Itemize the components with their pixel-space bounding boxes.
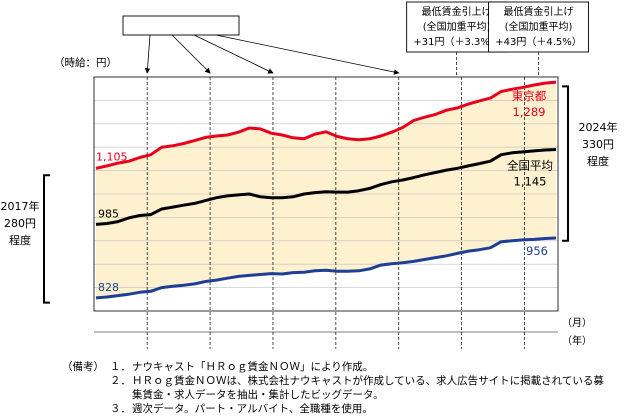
year-unit-label: （年） [562, 334, 592, 347]
left-bracket-text: 2017年 [1, 199, 40, 213]
callout-2021-line: 最低賃金引上げ [422, 5, 492, 18]
notes-label: （備考） [62, 361, 104, 373]
callout-2023-line: +43円（＋4.5%） [495, 36, 582, 48]
shaded-band [96, 82, 556, 298]
callout-2021-line: (全国加重平均) [423, 20, 491, 33]
notes-row-3: 集賃金・求人データを抽出・集計したビッグデータ。 [62, 388, 640, 402]
callout-box-min-wage [122, 15, 240, 36]
tokyo-end-name: 東京都 [512, 89, 547, 103]
note-number-4: ３． [110, 403, 131, 415]
callout-arrow [144, 34, 151, 74]
callout-2023-line: (全国加重平均) [505, 20, 573, 33]
left-bracket-text: 程度 [9, 233, 31, 247]
national-end-value: 1,145 [514, 175, 547, 189]
tokyo-start-label: 1,105 [96, 150, 128, 163]
notes: （備考） １．ナウキャスト「ＨＲｏｇ賃金ＮＯＷ」により作成。 ２．ＨＲｏｇ賃金ＮＯ… [62, 360, 640, 416]
callout-arrow [215, 34, 400, 75]
notes-row-2: ２．ＨＲｏｇ賃金ＮＯＷは、株式会社ナウキャストが作成している、求人広告サイトに掲… [62, 374, 640, 388]
national-start-label: 985 [98, 207, 119, 220]
low-end-value: 956 [526, 244, 548, 258]
series-line-2 [95, 236, 557, 300]
low-start-label: 828 [98, 281, 119, 294]
right-bracket-text: 2024年 [579, 120, 618, 134]
callout-arrow [193, 34, 274, 74]
series-line-0 [95, 80, 557, 170]
note-text-2: ＨＲｏｇ賃金ＮＯＷは、株式会社ナウキャストが作成している、求人広告サイトに掲載さ… [132, 375, 604, 387]
plot-frame [93, 76, 559, 312]
right-bracket [562, 85, 569, 242]
notes-row-1: （備考） １．ナウキャスト「ＨＲｏｇ賃金ＮＯＷ」により作成。 [62, 360, 640, 374]
notes-row-4: ３．週次データ。パート・アルバイト、全職種を使用。 [62, 402, 640, 416]
national-end-name: 全国平均 [507, 159, 553, 173]
callout-2021-line: +31円（＋3.3%） [413, 36, 500, 48]
note-text-4: 週次データ。パート・アルバイト、全職種を使用。 [132, 403, 373, 415]
note-text-3: 集賃金・求人データを抽出・集計したビッグデータ。 [132, 389, 384, 401]
callout-2023-line: 最低賃金引上げ [504, 5, 574, 18]
left-bracket-text: 280円 [4, 217, 36, 230]
right-bracket-text: 330円 [582, 138, 614, 151]
right-bracket-text: 程度 [587, 154, 609, 168]
series-line-1 [95, 148, 557, 226]
month-unit-label: （月） [562, 317, 592, 329]
note-text-1: ナウキャスト「ＨＲｏｇ賃金ＮＯＷ」により作成。 [132, 361, 374, 373]
note-number-2: ２． [110, 375, 131, 387]
note-number-1: １． [110, 361, 131, 373]
y-unit-label: （時給：円） [54, 56, 117, 69]
left-bracket [43, 174, 50, 304]
tokyo-end-value: 1,289 [513, 105, 546, 119]
callout-arrow [171, 34, 211, 74]
wage-chart: （月） （年） （時給：円） 1,105 985 828 東京都 1,289 全国平均 1,14… [1, 1, 618, 349]
